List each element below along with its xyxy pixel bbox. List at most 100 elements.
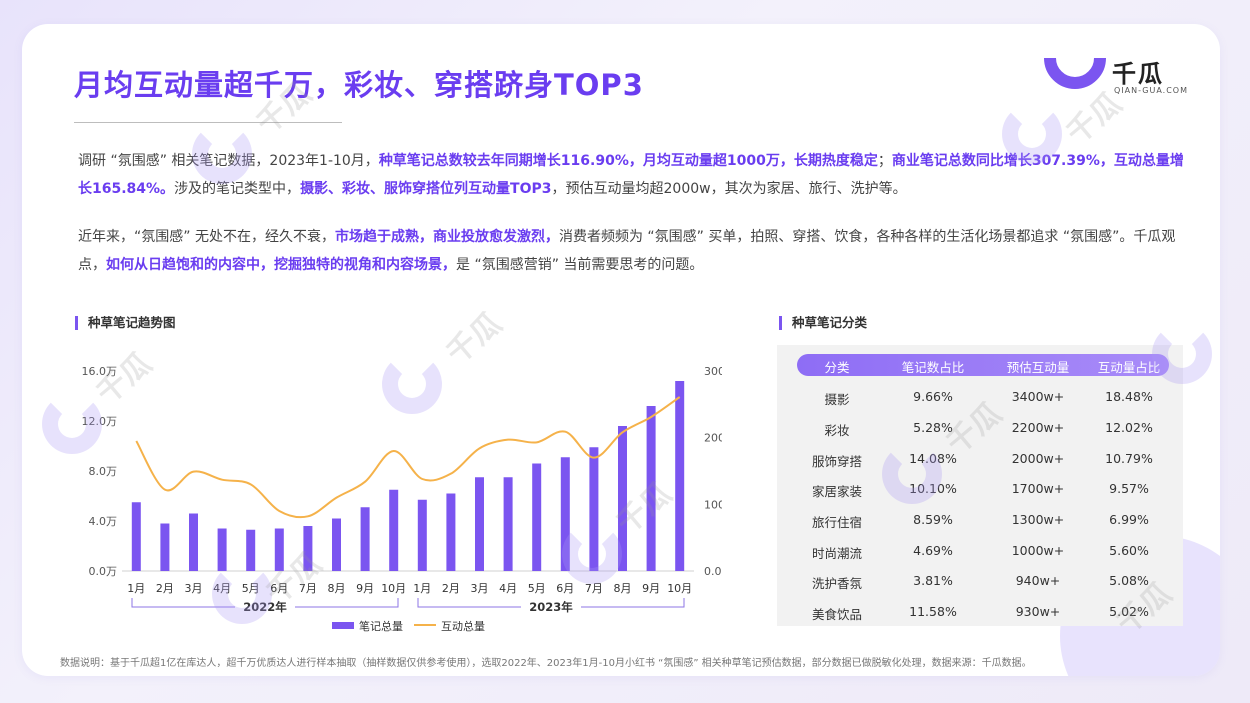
x-axis-tick-label: 6月 <box>270 582 288 595</box>
left-axis-tick-label: 12.0万 <box>82 415 118 428</box>
x-axis-tick-label: 9月 <box>642 582 660 595</box>
left-axis-tick-label: 8.0万 <box>89 465 118 478</box>
left-axis-tick-label: 4.0万 <box>89 515 118 528</box>
x-axis-tick-label: 1月 <box>413 582 431 595</box>
p2-highlight-1: 市场趋于成熟，商业投放愈发激烈， <box>334 229 559 245</box>
table-cell: 12.02% <box>1105 420 1153 435</box>
bar <box>618 426 627 571</box>
bar <box>475 477 484 571</box>
x-axis-tick-label: 2月 <box>442 582 460 595</box>
p1-highlight-3: 摄影、彩妆、服饰穿搭位列互动量TOP3 <box>300 181 552 197</box>
group-label: 2022年 <box>243 600 287 614</box>
p1-highlight-1: 种草笔记总数较去年同期增长116.90%，月均互动量超1000万，长期热度稳定 <box>378 153 878 169</box>
legend-bar-swatch <box>332 622 354 629</box>
bar <box>217 528 227 571</box>
table-cell: 3400w+ <box>1011 389 1065 404</box>
left-axis-tick-label: 16.0万 <box>82 365 118 378</box>
group-bracket-right <box>581 598 685 608</box>
x-axis-tick-label: 7月 <box>299 582 317 595</box>
p2-text-1: 近年来，“氛围感” 无处不在，经久不衰， <box>78 229 335 245</box>
p1-highlight-2: 商业笔记总数同比增长307.39%，互动总量增长165.84%。 <box>78 153 1184 197</box>
data-footnote: 数据说明：基于千瓜超1亿在库达人，超千万优质达人进行样本抽取（抽样数据仅供参考使… <box>60 658 1032 669</box>
p1-text-2: ； <box>877 153 892 169</box>
report-card: 月均互动量超千万，彩妆、穿搭跻身TOP3 千瓜 QIAN-GUA.COM 调研 … <box>22 24 1220 676</box>
p2-text-2: 消费者频频为 “氛围感” 买单，拍照、穿搭、饮食，各种各样的生活化场景都追求 “… <box>78 229 1176 273</box>
table-header-cell: 预估互动量 <box>1006 360 1070 375</box>
group-bracket-left <box>417 598 521 608</box>
table-cell: 9.66% <box>913 389 953 404</box>
table-row: 彩妆 5.28% 2200w+ 12.02% <box>797 413 1169 443</box>
table-cell: 4.69% <box>913 543 953 558</box>
trend-chart: 0.0万 4.0万 8.0万 12.0万 16.0万 0.0万 1000.0万 2000.0万… <box>82 365 723 633</box>
x-axis-tick-label: 2月 <box>156 582 174 595</box>
x-axis-tick-label: 10月 <box>381 582 406 595</box>
brand-logo: 千瓜 QIAN-GUA.COM <box>1044 52 1194 102</box>
p2-text-3: 是 “氛围感营销” 当前需要思考的问题。 <box>456 257 704 273</box>
page-title: 月均互动量超千万，彩妆、穿搭跻身TOP3 <box>74 68 644 102</box>
logo-mark-icon <box>1044 57 1106 89</box>
table-cell: 洗护香氛 <box>811 576 862 591</box>
table-cell: 10.79% <box>1105 451 1153 466</box>
x-axis-tick-label: 5月 <box>528 582 546 595</box>
bar <box>274 528 284 571</box>
x-axis-tick-label: 4月 <box>213 582 231 595</box>
table-cell: 18.48% <box>1105 389 1153 404</box>
bar <box>303 526 313 571</box>
x-axis-tick-label: 5月 <box>242 582 260 595</box>
table-cell: 1700w+ <box>1011 481 1065 496</box>
table-row: 服饰穿搭 14.08% 2000w+ 10.79% <box>797 444 1169 474</box>
x-axis-tick-label: 8月 <box>328 582 346 595</box>
table-header: 分类 笔记数占比 预估互动量 互动量占比 <box>797 354 1169 376</box>
table-cell: 10.10% <box>909 481 957 496</box>
table-cell: 5.02% <box>1109 604 1149 619</box>
legend-bar-label: 笔记总量 <box>359 619 403 633</box>
x-axis-tick-label: 9月 <box>356 582 374 595</box>
table-cell: 1000w+ <box>1011 543 1065 558</box>
bar <box>360 507 370 571</box>
table-cell: 5.60% <box>1109 543 1149 558</box>
table-cell: 时尚潮流 <box>811 546 862 561</box>
right-axis-tick-label: 1000.0万 <box>704 498 722 511</box>
bar <box>675 381 685 571</box>
table-cell: 5.08% <box>1109 573 1149 588</box>
logo-text: 千瓜 <box>1112 60 1164 88</box>
group-label: 2023年 <box>529 600 573 614</box>
bar <box>389 489 399 571</box>
table-row: 旅行住宿 8.59% 1300w+ 6.99% <box>797 505 1169 535</box>
table-cell: 1300w+ <box>1011 512 1065 527</box>
table-cell: 旅行住宿 <box>811 515 862 530</box>
table-row: 时尚潮流 4.69% 1000w+ 5.60% <box>797 536 1169 566</box>
table-cell: 11.58% <box>909 604 957 619</box>
x-axis-tick-label: 3月 <box>471 582 489 595</box>
x-axis-tick-label: 6月 <box>556 582 574 595</box>
x-axis-tick-label: 7月 <box>585 582 603 595</box>
p1-text-3: 涉及的笔记类型中， <box>174 181 301 197</box>
table-cell: 930w+ <box>1015 604 1061 619</box>
table-row: 美食饮品 11.58% 930w+ 5.02% <box>797 597 1169 627</box>
legend-line-label: 互动总量 <box>441 619 485 633</box>
p1-text-1: 调研 “氛围感” 相关笔记数据，2023年1-10月， <box>78 153 379 169</box>
x-axis-tick-label: 4月 <box>499 582 517 595</box>
x-axis-tick-label: 10月 <box>667 582 692 595</box>
interaction-line <box>135 396 681 519</box>
table-header-cell: 笔记数占比 <box>901 360 965 375</box>
table-cell: 家居家装 <box>811 484 862 499</box>
table-cell: 8.59% <box>913 512 953 527</box>
summary-paragraph-2: 近年来，“氛围感” 无处不在，经久不衰，市场趋于成熟，商业投放愈发激烈，消费者频… <box>78 223 1188 279</box>
bar <box>417 499 427 571</box>
group-bracket-left <box>131 598 235 608</box>
logo-subtext: QIAN-GUA.COM <box>1114 86 1189 95</box>
trend-section-title: 种草笔记趋势图 <box>75 316 176 330</box>
title-divider <box>74 122 342 123</box>
right-axis-tick-label: 3000.0万 <box>704 365 722 378</box>
bar <box>131 502 141 571</box>
table-cell: 940w+ <box>1015 573 1061 588</box>
table-cell: 2200w+ <box>1011 420 1065 435</box>
category-table: 分类 笔记数占比 预估互动量 互动量占比 摄影 9.66% 3400w+ 18.… <box>777 345 1183 626</box>
bar <box>160 523 170 571</box>
table-cell: 服饰穿搭 <box>811 454 862 469</box>
table-header-cell: 互动量占比 <box>1097 360 1161 375</box>
bar <box>532 463 542 571</box>
right-axis-tick-label: 2000.0万 <box>704 432 722 445</box>
p1-text-4: ，预估互动量均超2000w，其次为家居、旅行、洗护等。 <box>551 181 907 197</box>
